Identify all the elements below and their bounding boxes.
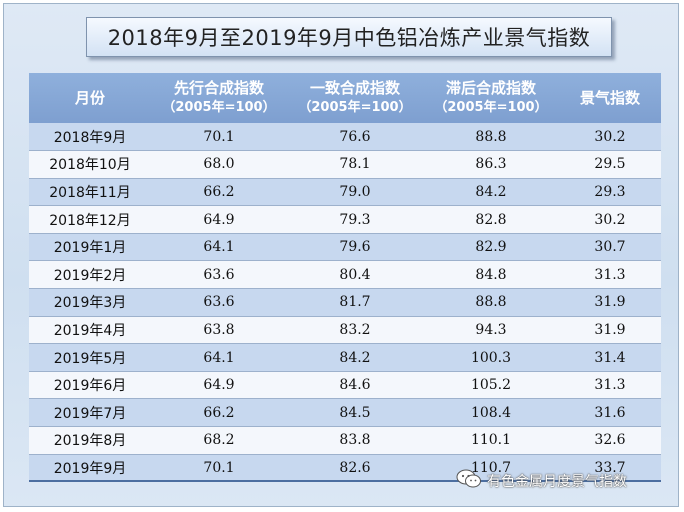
cell-prosperity-index: 31.3 <box>559 260 661 290</box>
cell-leading-index: 66.2 <box>151 178 287 207</box>
table-row: 2018年10月 68.0 78.1 86.3 29.5 <box>29 150 661 179</box>
cell-prosperity-index: 32.6 <box>559 426 661 455</box>
watermark-text: 有色金属月度景气指数 <box>487 474 627 490</box>
index-table-container: 月份 先行合成指数 （2005年=100） 一致合成指数 （2005年=100）… <box>29 73 661 483</box>
cell-prosperity-index: 29.5 <box>559 150 661 179</box>
cell-leading-index: 68.2 <box>151 426 287 455</box>
cell-lagging-index: 110.1 <box>423 426 559 455</box>
cell-leading-index: 63.8 <box>151 316 287 345</box>
cell-month: 2018年11月 <box>29 178 151 207</box>
table-row: 2019年3月 63.6 81.7 88.8 31.9 <box>29 288 661 317</box>
cell-coincident-index: 79.6 <box>287 233 423 262</box>
header-leading-base: （2005年=100） <box>162 100 276 115</box>
header-prosperity-index: 景气指数 <box>559 73 661 123</box>
cell-month: 2019年5月 <box>29 343 151 372</box>
header-coincident-label: 一致合成指数 <box>309 79 400 97</box>
cell-coincident-index: 84.5 <box>287 398 423 428</box>
cell-month: 2019年1月 <box>29 233 151 262</box>
cell-leading-index: 64.1 <box>151 233 287 262</box>
table-row: 2018年12月 64.9 79.3 82.8 30.2 <box>29 205 661 234</box>
header-coincident-index: 一致合成指数 （2005年=100） <box>287 73 423 123</box>
header-leading-label: 先行合成指数 <box>173 79 264 97</box>
header-lagging-base: （2005年=100） <box>434 100 548 115</box>
cell-coincident-index: 79.3 <box>287 205 423 234</box>
cell-prosperity-index: 31.3 <box>559 371 661 400</box>
header-lagging-index: 滞后合成指数 （2005年=100） <box>423 73 559 123</box>
table-row: 2019年6月 64.9 84.6 105.2 31.3 <box>29 371 661 400</box>
cell-prosperity-index: 31.9 <box>559 316 661 345</box>
table-row: 2019年1月 64.1 79.6 82.9 30.7 <box>29 233 661 262</box>
cell-coincident-index: 84.2 <box>287 343 423 372</box>
cell-leading-index: 64.9 <box>151 205 287 234</box>
cell-prosperity-index: 30.2 <box>559 123 661 152</box>
table-header-row: 月份 先行合成指数 （2005年=100） 一致合成指数 （2005年=100）… <box>29 73 661 123</box>
cell-lagging-index: 94.3 <box>423 316 559 345</box>
cell-prosperity-index: 31.4 <box>559 343 661 372</box>
header-month-label: 月份 <box>74 89 105 107</box>
cell-coincident-index: 79.0 <box>287 178 423 207</box>
cell-leading-index: 70.1 <box>151 123 287 152</box>
cell-month: 2019年4月 <box>29 316 151 345</box>
cell-coincident-index: 80.4 <box>287 260 423 290</box>
cell-leading-index: 68.0 <box>151 150 287 179</box>
cell-month: 2019年2月 <box>29 260 151 290</box>
cell-lagging-index: 84.2 <box>423 178 559 207</box>
cell-lagging-index: 105.2 <box>423 371 559 400</box>
cell-leading-index: 66.2 <box>151 398 287 428</box>
table-title: 2018年9月至2019年9月中色铝冶炼产业景气指数 <box>86 17 612 57</box>
cell-lagging-index: 86.3 <box>423 150 559 179</box>
cell-month: 2019年7月 <box>29 398 151 428</box>
table-body: 2018年9月 70.1 76.6 88.8 30.2 2018年10月 68.0 78.1 8… <box>29 123 661 483</box>
cell-prosperity-index: 30.2 <box>559 205 661 234</box>
prosperity-index-table: 月份 先行合成指数 （2005年=100） 一致合成指数 （2005年=100）… <box>29 73 661 483</box>
cell-coincident-index: 84.6 <box>287 371 423 400</box>
cell-leading-index: 64.9 <box>151 371 287 400</box>
cell-prosperity-index: 30.7 <box>559 233 661 262</box>
table-row: 2019年2月 63.6 80.4 84.8 31.3 <box>29 260 661 290</box>
table-row: 2018年11月 66.2 79.0 84.2 29.3 <box>29 178 661 207</box>
cell-coincident-index: 83.8 <box>287 426 423 455</box>
cell-prosperity-index: 29.3 <box>559 178 661 207</box>
table-row: 2019年4月 63.8 83.2 94.3 31.9 <box>29 316 661 345</box>
cell-month: 2019年6月 <box>29 371 151 400</box>
cell-month: 2019年9月 <box>29 454 151 483</box>
cell-lagging-index: 82.9 <box>423 233 559 262</box>
cell-month: 2018年10月 <box>29 150 151 179</box>
cell-lagging-index: 108.4 <box>423 398 559 428</box>
cell-leading-index: 70.1 <box>151 454 287 483</box>
header-lagging-label: 滞后合成指数 <box>445 79 536 97</box>
cell-coincident-index: 83.2 <box>287 316 423 345</box>
table-row: 2018年9月 70.1 76.6 88.8 30.2 <box>29 123 661 152</box>
cell-month: 2018年9月 <box>29 123 151 152</box>
cell-month: 2018年12月 <box>29 205 151 234</box>
table-row: 2019年5月 64.1 84.2 100.3 31.4 <box>29 343 661 372</box>
header-coincident-base: （2005年=100） <box>298 100 412 115</box>
header-month: 月份 <box>29 73 151 123</box>
header-prosperity-label: 景气指数 <box>579 89 640 107</box>
cell-lagging-index: 82.8 <box>423 205 559 234</box>
cell-prosperity-index: 31.9 <box>559 288 661 317</box>
cell-lagging-index: 84.8 <box>423 260 559 290</box>
cell-lagging-index: 88.8 <box>423 123 559 152</box>
cell-leading-index: 64.1 <box>151 343 287 372</box>
cell-coincident-index: 78.1 <box>287 150 423 179</box>
cell-prosperity-index: 31.6 <box>559 398 661 428</box>
cell-leading-index: 63.6 <box>151 260 287 290</box>
table-row: 2019年8月 68.2 83.8 110.1 32.6 <box>29 426 661 455</box>
cell-lagging-index: 88.8 <box>423 288 559 317</box>
cell-coincident-index: 82.6 <box>287 454 423 483</box>
cell-leading-index: 63.6 <box>151 288 287 317</box>
cell-coincident-index: 76.6 <box>287 123 423 152</box>
footer-divider <box>29 480 661 482</box>
cell-month: 2019年3月 <box>29 288 151 317</box>
cell-coincident-index: 81.7 <box>287 288 423 317</box>
watermark: 有色金属月度景气指数 <box>456 469 627 493</box>
table-row: 2019年7月 66.2 84.5 108.4 31.6 <box>29 398 661 428</box>
wechat-icon <box>456 469 482 493</box>
cell-lagging-index: 100.3 <box>423 343 559 372</box>
cell-month: 2019年8月 <box>29 426 151 455</box>
header-leading-index: 先行合成指数 （2005年=100） <box>151 73 287 123</box>
